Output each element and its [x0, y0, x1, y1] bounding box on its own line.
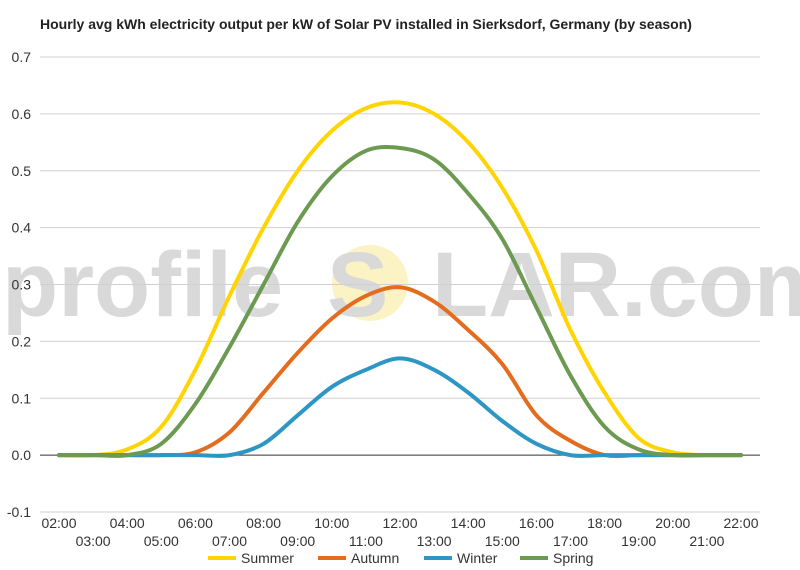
y-tick-label: 0.7	[12, 49, 32, 65]
chart-title: Hourly avg kWh electricity output per kW…	[40, 16, 692, 32]
y-tick-label: 0.4	[12, 220, 32, 236]
x-tick-label: 08:00	[246, 515, 281, 531]
y-tick-label: -0.1	[7, 504, 31, 520]
y-tick-label: 0.6	[12, 106, 32, 122]
x-tick-label: 19:00	[621, 533, 656, 549]
x-tick-label: 11:00	[349, 533, 383, 549]
y-tick-label: 0.5	[12, 163, 32, 179]
x-tick-label: 12:00	[382, 515, 417, 531]
legend-label-winter: Winter	[457, 550, 498, 566]
x-tick-label: 20:00	[655, 515, 690, 531]
x-tick-label: 04:00	[110, 515, 145, 531]
series-line-winter	[57, 356, 743, 458]
x-tick-label: 09:00	[280, 533, 315, 549]
legend-label-autumn: Autumn	[351, 550, 399, 566]
series-group	[57, 100, 743, 459]
legend-label-spring: Spring	[553, 550, 593, 566]
x-tick-label: 16:00	[519, 515, 554, 531]
y-tick-label: 0.2	[12, 333, 32, 349]
y-axis: -0.1 0.0 0.1 0.2 0.3 0.4 0.5 0.6 0.7	[7, 49, 31, 520]
x-tick-label: 22:00	[723, 515, 758, 531]
y-tick-label: 0.0	[12, 447, 32, 463]
x-tick-label: 13:00	[417, 533, 452, 549]
x-tick-label: 21:00	[689, 533, 724, 549]
series-line-spring	[57, 145, 743, 458]
grid	[40, 56, 760, 513]
x-tick-label: 05:00	[144, 533, 179, 549]
x-tick-label: 15:00	[485, 533, 520, 549]
legend-label-summer: Summer	[241, 550, 294, 566]
x-tick-label: 18:00	[587, 515, 622, 531]
x-tick-label: 07:00	[212, 533, 247, 549]
x-tick-label: 17:00	[553, 533, 588, 549]
x-tick-label: 14:00	[451, 515, 486, 531]
legend: Summer Autumn Winter Spring	[208, 550, 593, 566]
x-tick-label: 10:00	[314, 515, 349, 531]
series-line-summer	[57, 100, 743, 458]
x-tick-label: 03:00	[76, 533, 111, 549]
x-tick-label: 06:00	[178, 515, 213, 531]
x-tick-label: 02:00	[41, 515, 76, 531]
y-tick-label: 0.1	[12, 390, 32, 406]
y-tick-label: 0.3	[12, 277, 32, 293]
